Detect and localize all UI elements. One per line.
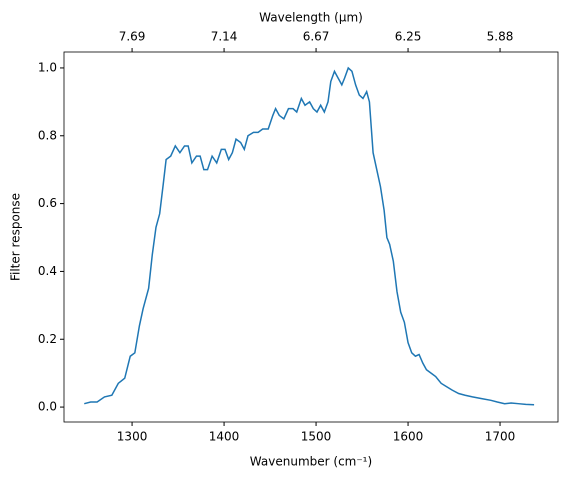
x-tick-label: 1300 [117, 430, 148, 444]
x-axis-title: Wavenumber (cm⁻¹) [250, 455, 372, 469]
x2-tick-label: 7.14 [211, 30, 238, 44]
y-tick-label: 0.4 [38, 264, 57, 278]
x2-tick-label: 7.69 [119, 30, 146, 44]
y-tick-label: 0.6 [38, 196, 57, 210]
y-tick-label: 0.0 [38, 400, 57, 414]
x-tick-label: 1600 [393, 430, 424, 444]
x2-tick-label: 5.88 [487, 30, 514, 44]
y-tick-label: 0.8 [38, 128, 57, 142]
data-line [84, 66, 535, 406]
x2-tick-label: 6.67 [303, 30, 330, 44]
x2-axis-title: Wavelength (μm) [259, 11, 363, 25]
x-tick-label: 1500 [301, 430, 332, 444]
y-axis-title: Filter response [9, 193, 23, 281]
x2-tick-label: 6.25 [395, 30, 422, 44]
plot-frame [63, 51, 559, 423]
y-tick-label: 1.0 [38, 60, 57, 74]
x-tick-label: 1700 [485, 430, 516, 444]
y-tick-label: 0.2 [38, 332, 57, 346]
x-tick-label: 1400 [209, 430, 240, 444]
